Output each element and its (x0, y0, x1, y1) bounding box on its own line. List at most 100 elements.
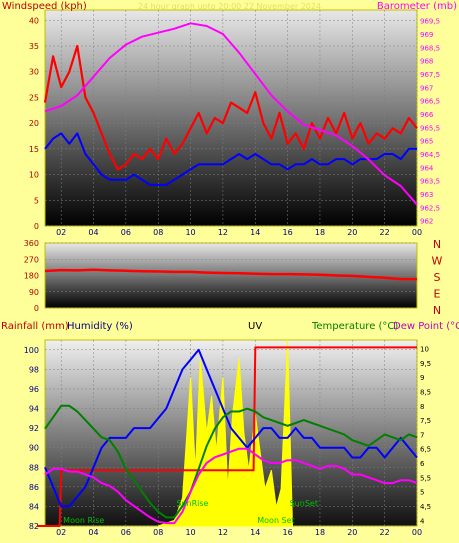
series-wind-gust (43, 44, 418, 171)
y-tick-left-3: 15 (29, 145, 39, 154)
y-axis-label-right: Barometer (mb) (377, 1, 457, 12)
series-temperature (44, 404, 418, 519)
rain-humidity-temperature-chart: 82848688909294969810044,555,566,577,588,… (1, 321, 459, 537)
y-tick-right-6: 7 (420, 431, 424, 439)
x-tick-4: 10 (185, 228, 195, 236)
y-tick-left-6: 30 (29, 68, 39, 77)
y-tick-right-1: 962,5 (420, 204, 440, 212)
y-tick-right-10: 967 (420, 84, 433, 92)
y-tick-left-2: 10 (29, 171, 39, 180)
x-tick-4: 10 (185, 528, 195, 537)
series-average-wind (44, 132, 417, 186)
y-tick-right-14: 969 (420, 31, 433, 39)
y-tick-right-4: 964 (420, 164, 434, 172)
y-tick-right-12: 968 (420, 58, 433, 66)
series-rainfall (36, 346, 417, 527)
y-tick-right-1: 4,5 (420, 503, 431, 511)
direction-label-4: N (433, 304, 441, 317)
y-tick-right-8: 8 (420, 403, 424, 411)
x-tick-3: 08 (153, 228, 163, 236)
series-dew-point (44, 447, 418, 525)
direction-label-1: W (432, 255, 443, 268)
y-axis-label-humidity: Humidity (%) (67, 321, 133, 332)
y-tick-left-8: 98 (29, 365, 39, 374)
y-tick-left-5: 92 (29, 424, 39, 433)
x-tick-8: 18 (315, 228, 325, 236)
x-tick-11: 00 (412, 528, 422, 537)
y-tick-left-0: 0 (34, 222, 39, 231)
x-tick-2: 06 (121, 228, 131, 236)
y-tick-right-15: 969,5 (420, 18, 440, 26)
y-tick-right-3: 5,5 (420, 474, 431, 482)
series-humidity (44, 348, 418, 508)
annotation-moon-rise: Moon Rise (63, 516, 104, 525)
y-tick-1: 90 (29, 288, 39, 297)
y-tick-right-0: 4 (420, 517, 425, 525)
y-tick-right-5: 964,5 (420, 151, 440, 159)
y-tick-left-7: 96 (29, 385, 39, 394)
y-tick-left-8: 40 (29, 16, 39, 25)
y-tick-left-4: 20 (29, 119, 39, 128)
y-tick-left-9: 100 (24, 346, 39, 355)
y-tick-0: 0 (34, 304, 39, 313)
y-tick-left-6: 94 (29, 405, 39, 414)
y-tick-left-7: 35 (29, 42, 39, 51)
y-axis-label-left: Windspeed (kph) (2, 1, 87, 12)
y-tick-right-10: 9 (420, 374, 424, 382)
x-tick-2: 06 (121, 528, 131, 537)
x-tick-9: 20 (347, 228, 357, 236)
y-tick-right-0: 962 (420, 218, 433, 226)
y-axis-label-dew-point: Dew Point (°C) (393, 321, 459, 332)
y-tick-right-5: 6,5 (420, 446, 431, 454)
x-tick-11: 00 (412, 228, 422, 236)
x-tick-0: 02 (56, 528, 66, 537)
y-axis-label-uv: UV (248, 321, 262, 332)
annotation-moon-set: Moon Set (257, 516, 294, 525)
series-wind-direction (44, 268, 417, 281)
direction-label-3: E (434, 288, 441, 301)
y-tick-4: 360 (24, 239, 39, 248)
x-tick-10: 22 (380, 528, 390, 537)
x-tick-10: 22 (380, 228, 390, 236)
y-tick-right-12: 10 (420, 346, 429, 354)
series-barometer (44, 22, 418, 206)
wind-barometer-chart: 0 5 10 15 20 25 30 35 40 962 962,5 963 963,5 964 964,5… (2, 1, 457, 236)
x-tick-5: 12 (218, 528, 228, 537)
y-tick-right-2: 963 (420, 191, 433, 199)
y-tick-right-3: 963,5 (420, 178, 440, 186)
y-tick-right-11: 9,5 (420, 360, 431, 368)
y-tick-left-1: 84 (29, 502, 39, 511)
series-uv (158, 339, 294, 527)
direction-label-2: S (434, 271, 441, 284)
y-tick-left-4: 90 (29, 444, 39, 453)
y-axis-label-rain: Rainfall (mm) (1, 321, 69, 332)
y-tick-3: 270 (24, 255, 39, 264)
x-tick-6: 14 (250, 528, 260, 537)
x-tick-7: 16 (283, 228, 293, 236)
x-tick-0: 02 (56, 228, 66, 236)
y-tick-right-4: 6 (420, 460, 425, 468)
y-tick-2: 180 (24, 272, 39, 281)
y-tick-left-0: 82 (29, 522, 39, 531)
x-tick-7: 16 (283, 528, 293, 537)
annotation-sunset: SunSet (290, 499, 318, 508)
y-tick-right-7: 965,5 (420, 124, 440, 132)
x-tick-5: 12 (218, 228, 228, 236)
direction-label-0: N (433, 238, 441, 251)
y-tick-right-8: 966 (420, 111, 434, 119)
y-tick-left-2: 86 (29, 483, 39, 492)
x-tick-8: 18 (315, 528, 325, 537)
page-title: 24 hour graph upto 20:00 22 November 202… (137, 2, 322, 11)
y-tick-left-5: 25 (29, 93, 39, 102)
y-tick-left-3: 88 (29, 463, 39, 472)
x-tick-9: 20 (347, 528, 357, 537)
x-tick-3: 08 (153, 528, 163, 537)
x-tick-6: 14 (250, 228, 260, 236)
y-axis-label-temperature: Temperature (°C) (311, 321, 398, 332)
x-tick-1: 04 (88, 228, 98, 236)
y-tick-right-11: 967,5 (420, 71, 440, 79)
y-tick-right-2: 5 (420, 489, 424, 497)
y-tick-right-9: 966,5 (420, 98, 440, 106)
y-tick-right-9: 8,5 (420, 389, 431, 397)
